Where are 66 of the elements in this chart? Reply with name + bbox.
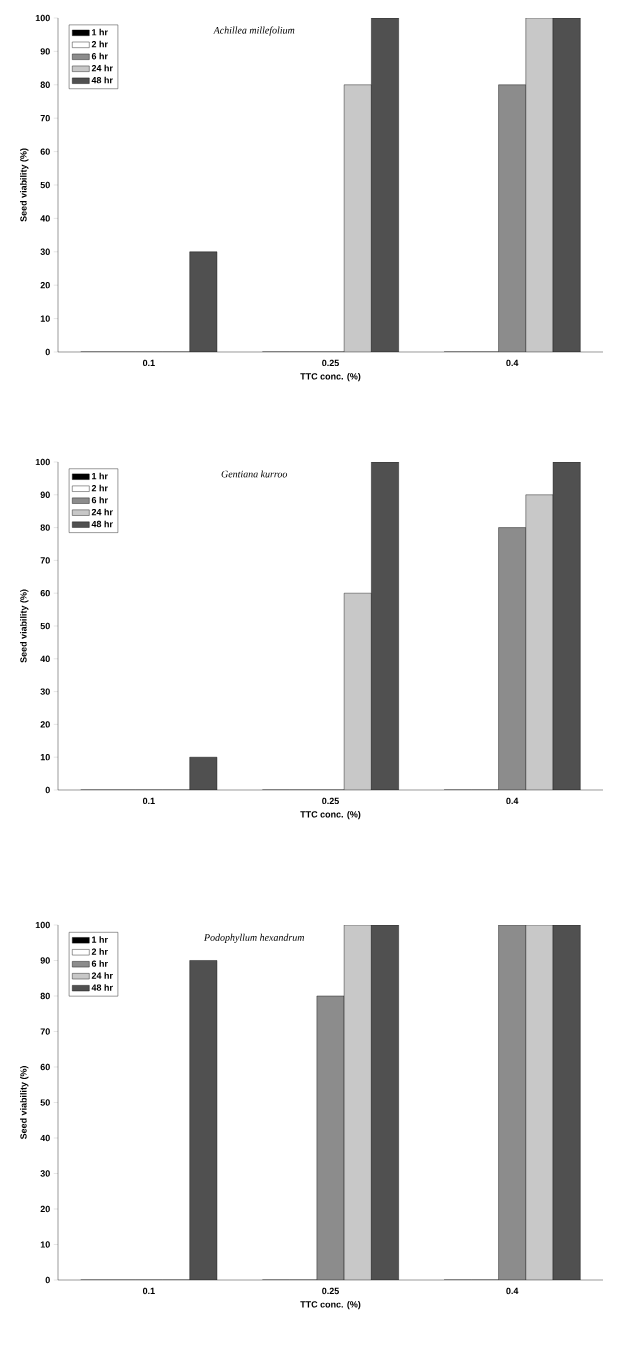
x-tick-label: 0.25: [322, 359, 339, 367]
y-tick-label: 30: [40, 688, 50, 695]
y-tick-label: 100: [35, 458, 50, 466]
y-tick-label: 10: [40, 754, 50, 761]
y-tick-label: 60: [40, 590, 50, 597]
y-tick-label: 60: [40, 148, 50, 155]
y-tick-label: 70: [40, 115, 50, 122]
legend-label: 24 hr: [91, 508, 113, 516]
y-axis-title: Seed viability (%): [20, 589, 29, 663]
x-axis-title: TTC conc. (%): [300, 1300, 361, 1310]
text: Achillea millefolium: [213, 26, 295, 36]
legend-label: 2 hr: [91, 40, 108, 48]
y-tick-label: 40: [40, 215, 50, 222]
legend-label: 24 hr: [91, 64, 113, 72]
legend-label: 1 hr: [92, 472, 108, 480]
x-tick-label: 0.25: [322, 1287, 339, 1295]
y-tick-label: 20: [40, 282, 50, 289]
text: Gentiana kurroo: [221, 470, 288, 478]
legend-label: 6 hr: [91, 52, 108, 60]
x-tick-label: 0.25: [322, 797, 339, 805]
y-tick-label: 30: [40, 1170, 50, 1177]
y-tick-label: 100: [35, 921, 50, 929]
y-axis-title: Seed viability (%): [20, 148, 29, 222]
y-tick-label: 0: [45, 1276, 50, 1284]
y-tick-label: 10: [40, 315, 50, 322]
y-tick-label: 80: [40, 992, 50, 1000]
legend-label: 48 hr: [91, 984, 113, 991]
legend-label: 2 hr: [91, 948, 108, 955]
y-tick-label: 70: [40, 557, 50, 564]
text: Podophyllum hexandrum: [203, 933, 305, 943]
y-tick-label: 0: [45, 786, 50, 794]
y-tick-label: 100: [35, 14, 50, 22]
y-tick-label: 40: [40, 655, 50, 662]
legend-label: 48 hr: [91, 76, 113, 84]
y-tick-label: 50: [40, 622, 50, 630]
y-tick-label: 10: [40, 1241, 50, 1248]
x-tick-label: 0.1: [142, 797, 155, 805]
y-tick-label: 0: [45, 348, 50, 356]
y-tick-label: 60: [40, 1063, 50, 1071]
y-tick-label: 90: [40, 491, 50, 498]
y-tick-label: 50: [40, 1099, 50, 1106]
legend-label: 2 hr: [91, 484, 108, 492]
x-tick-label: 0.1: [142, 359, 155, 367]
y-tick-label: 90: [40, 957, 50, 964]
y-tick-label: 40: [40, 1134, 50, 1142]
legend-label: 6 hr: [91, 960, 108, 967]
y-tick-label: 50: [40, 181, 50, 189]
y-tick-label: 20: [40, 1205, 50, 1213]
legend-label: 1 hr: [92, 28, 108, 36]
x-tick-label: 0.4: [506, 797, 519, 805]
x-tick-label: 0.4: [506, 1287, 519, 1295]
y-tick-label: 30: [40, 248, 50, 255]
y-axis-title: Seed viability (%): [20, 1066, 29, 1140]
y-tick-label: 90: [40, 48, 50, 55]
legend-label: 6 hr: [91, 496, 108, 504]
x-tick-label: 0.1: [142, 1287, 155, 1295]
y-tick-label: 70: [40, 1028, 50, 1035]
legend-label: 24 hr: [91, 972, 113, 979]
legend-label: 48 hr: [91, 520, 113, 528]
y-tick-label: 80: [40, 81, 50, 88]
y-tick-label: 20: [40, 721, 50, 728]
y-tick-label: 80: [40, 524, 50, 531]
x-axis-title: TTC conc. (%): [300, 372, 361, 382]
x-tick-label: 0.4: [506, 359, 519, 367]
legend-label: 1 hr: [92, 936, 108, 943]
x-axis-title: TTC conc. (%): [300, 810, 361, 820]
